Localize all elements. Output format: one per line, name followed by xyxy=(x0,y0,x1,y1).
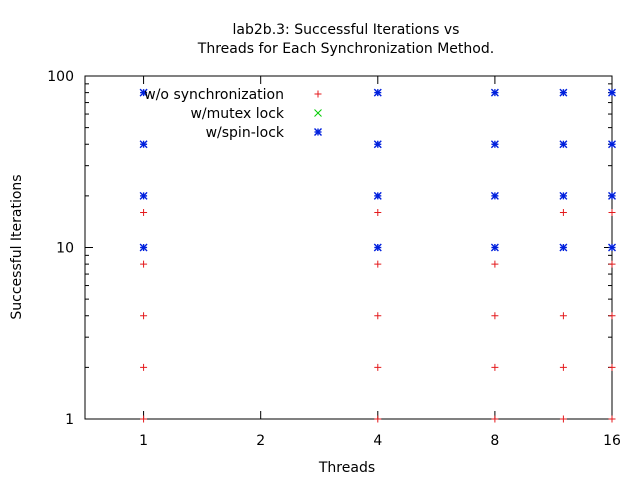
data-point xyxy=(559,88,568,97)
legend-label: w/spin-lock xyxy=(206,125,285,141)
data-point xyxy=(559,415,567,423)
data-point xyxy=(139,243,148,252)
data-point xyxy=(140,415,148,423)
data-point xyxy=(139,191,148,200)
legend-label: w/mutex lock xyxy=(190,106,284,122)
data-point xyxy=(374,415,382,423)
x-tick-label: 8 xyxy=(490,433,499,449)
data-point xyxy=(490,243,499,252)
data-point xyxy=(608,208,616,216)
data-point xyxy=(608,415,616,423)
data-point xyxy=(559,191,568,200)
data-point xyxy=(491,312,499,320)
data-point xyxy=(490,140,499,149)
x-tick-label: 4 xyxy=(373,433,382,449)
y-tick-label: 1 xyxy=(65,412,74,428)
data-point xyxy=(140,208,148,216)
legend-marker xyxy=(314,90,322,98)
data-point xyxy=(608,260,616,268)
data-point xyxy=(140,260,148,268)
data-point xyxy=(139,140,148,149)
data-point xyxy=(490,191,499,200)
data-point xyxy=(140,312,148,320)
axis-ticks: 1 2 4 8 16 1 10 100 xyxy=(47,69,621,449)
data-point xyxy=(608,363,616,371)
data-point xyxy=(559,363,567,371)
chart-title-line-1: lab2b.3: Successful Iterations vs xyxy=(233,22,460,38)
data-point xyxy=(559,312,567,320)
data-point xyxy=(373,140,382,149)
data-point xyxy=(374,208,382,216)
data-point xyxy=(608,140,616,149)
x-axis-label: Threads xyxy=(318,460,375,476)
x-tick-label: 2 xyxy=(256,433,265,449)
y-tick-label: 100 xyxy=(47,69,74,85)
x-tick-label: 1 xyxy=(139,433,148,449)
data-point xyxy=(608,243,616,252)
data-point xyxy=(491,363,499,371)
data-point xyxy=(559,140,568,149)
legend-marker xyxy=(314,128,322,136)
data-point xyxy=(491,415,499,423)
chart-title: lab2b.3: Successful Iterations vs Thread… xyxy=(197,22,494,57)
data-point xyxy=(559,243,568,252)
data-point xyxy=(374,260,382,268)
data-point xyxy=(608,191,616,200)
legend-label: w/o synchronization xyxy=(144,87,284,103)
data-point xyxy=(373,243,382,252)
x-tick-label: 16 xyxy=(603,433,621,449)
legend-marker xyxy=(314,109,322,117)
data-point xyxy=(140,363,148,371)
data-point xyxy=(373,191,382,200)
data-point xyxy=(559,208,567,216)
data-point xyxy=(374,363,382,371)
data-point xyxy=(373,88,382,97)
data-point xyxy=(491,260,499,268)
data-point xyxy=(608,312,616,320)
plot-frame xyxy=(84,75,613,420)
chart-title-line-2: Threads for Each Synchronization Method. xyxy=(197,41,494,57)
data-point xyxy=(608,88,616,97)
y-axis-label: Successful Iterations xyxy=(9,174,25,319)
data-point xyxy=(139,88,148,97)
data-points xyxy=(139,88,616,423)
data-point xyxy=(490,88,499,97)
data-point xyxy=(374,312,382,320)
y-tick-label: 10 xyxy=(56,241,74,257)
legend: w/o synchronization w/mutex lock w/spin-lo… xyxy=(144,87,322,141)
